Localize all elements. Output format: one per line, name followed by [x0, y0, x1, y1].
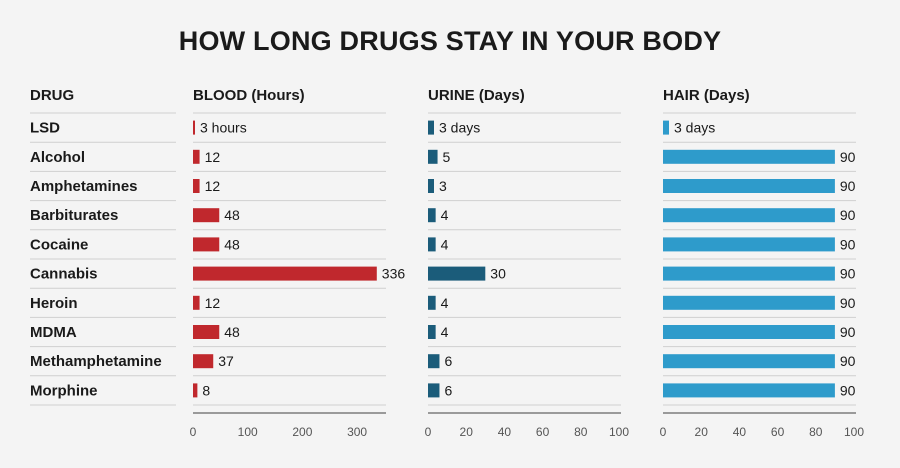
hair-bar — [663, 149, 835, 164]
urine-bar — [428, 149, 438, 164]
urine-tick-label: 60 — [536, 425, 550, 439]
urine-value-label: 3 — [439, 178, 447, 194]
blood-bar — [193, 237, 220, 252]
urine-value-label: 4 — [441, 324, 449, 340]
hair-tick-label: 60 — [771, 425, 785, 439]
urine-value-label: 4 — [441, 236, 449, 252]
hair-bar — [663, 295, 835, 310]
blood-bar — [193, 295, 200, 310]
blood-bar — [193, 120, 195, 135]
urine-tick-label: 0 — [425, 425, 432, 439]
urine-bar — [428, 120, 434, 135]
hair-value-label: 90 — [840, 178, 856, 194]
blood-value-label: 12 — [205, 295, 221, 311]
drug-label: Cocaine — [30, 236, 88, 253]
urine-tick-label: 100 — [609, 425, 629, 439]
hair-bar — [663, 237, 835, 252]
hair-bar — [663, 179, 835, 193]
urine-value-label: 3 days — [439, 120, 480, 136]
blood-bar — [193, 179, 200, 193]
hair-bar — [663, 354, 835, 369]
hair-bar — [663, 266, 835, 281]
urine-bar — [428, 266, 486, 281]
hair-column-header: HAIR (Days) — [663, 87, 750, 104]
blood-bar — [193, 149, 200, 164]
hair-tick-label: 0 — [660, 425, 667, 439]
urine-value-label: 30 — [490, 266, 506, 282]
hair-value-label: 90 — [840, 324, 856, 340]
urine-value-label: 6 — [444, 382, 452, 398]
blood-value-label: 336 — [382, 266, 406, 282]
blood-tick-label: 100 — [238, 425, 258, 439]
drug-label: Amphetamines — [30, 178, 138, 195]
hair-tick-label: 40 — [733, 425, 747, 439]
hair-value-label: 90 — [840, 295, 856, 311]
urine-tick-label: 80 — [574, 425, 588, 439]
blood-value-label: 8 — [202, 382, 210, 398]
blood-value-label: 12 — [205, 178, 221, 194]
urine-tick-label: 20 — [460, 425, 474, 439]
hair-bar — [663, 208, 835, 223]
urine-bar — [428, 354, 440, 369]
drug-label: Morphine — [30, 382, 98, 399]
blood-value-label: 48 — [224, 236, 240, 252]
blood-tick-label: 300 — [347, 425, 367, 439]
hair-value-label: 90 — [840, 236, 856, 252]
blood-bar — [193, 383, 198, 398]
hair-bar — [663, 120, 669, 135]
urine-value-label: 5 — [443, 149, 451, 165]
urine-bar — [428, 237, 436, 252]
drug-label: Heroin — [30, 295, 78, 312]
blood-tick-label: 200 — [292, 425, 312, 439]
blood-value-label: 48 — [224, 324, 240, 340]
blood-value-label: 12 — [205, 149, 221, 165]
drug-column-header: DRUG — [30, 87, 75, 104]
blood-value-label: 3 hours — [200, 120, 247, 136]
hair-value-label: 90 — [840, 353, 856, 369]
drug-label: MDMA — [30, 324, 77, 341]
hair-tick-label: 80 — [809, 425, 823, 439]
urine-bar — [428, 325, 436, 339]
blood-value-label: 48 — [224, 207, 240, 223]
blood-bar — [193, 208, 220, 223]
urine-value-label: 4 — [441, 295, 449, 311]
chart-title: HOW LONG DRUGS STAY IN YOUR BODY — [178, 26, 722, 56]
hair-value-label: 90 — [840, 266, 856, 282]
hair-value-label: 90 — [840, 382, 856, 398]
urine-value-label: 4 — [441, 207, 449, 223]
blood-column-header: BLOOD (Hours) — [193, 87, 305, 104]
hair-tick-label: 20 — [695, 425, 709, 439]
drug-label: LSD — [30, 120, 60, 137]
urine-bar — [428, 208, 436, 223]
drug-label: Alcohol — [30, 149, 85, 166]
hair-value-label: 3 days — [674, 120, 715, 136]
blood-value-label: 37 — [218, 353, 234, 369]
urine-value-label: 6 — [444, 353, 452, 369]
drug-label: Barbiturates — [30, 207, 118, 224]
blood-bar — [193, 354, 214, 369]
urine-bar — [428, 179, 434, 193]
urine-bar — [428, 295, 436, 310]
hair-tick-label: 100 — [844, 425, 864, 439]
drug-label: Methamphetamine — [30, 353, 162, 370]
blood-bar — [193, 266, 377, 281]
drug-label: Cannabis — [30, 266, 98, 283]
urine-tick-label: 40 — [498, 425, 512, 439]
hair-bar — [663, 383, 835, 398]
hair-bar — [663, 325, 835, 339]
blood-tick-label: 0 — [190, 425, 197, 439]
urine-column-header: URINE (Days) — [428, 87, 525, 104]
hair-value-label: 90 — [840, 207, 856, 223]
hair-value-label: 90 — [840, 149, 856, 165]
urine-bar — [428, 383, 440, 398]
blood-bar — [193, 325, 220, 339]
